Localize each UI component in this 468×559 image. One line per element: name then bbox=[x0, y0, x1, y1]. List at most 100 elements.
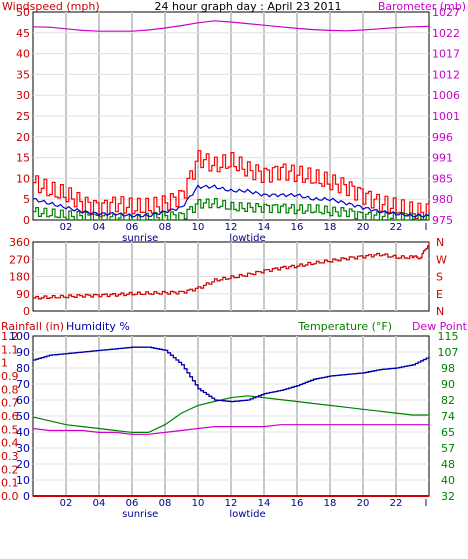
humidity-axis-label: Humidity % bbox=[66, 320, 130, 333]
wind-average-line bbox=[32, 184, 430, 219]
barometer-tick-label: 991 bbox=[432, 152, 453, 165]
temperature-axis-label: Temperature (°F) bbox=[297, 320, 392, 333]
hour-tick-label: 02 bbox=[60, 498, 73, 509]
temperature-tick-label: 32 bbox=[441, 490, 455, 503]
rainfall-tick-label: 0.8 bbox=[1, 383, 19, 396]
direction-degree-label: 180 bbox=[9, 271, 30, 284]
temperature-tick-label: 82 bbox=[441, 394, 455, 407]
barometer-tick-label: 975 bbox=[432, 214, 453, 227]
wind-direction-line bbox=[33, 242, 430, 300]
hour-tick-label: 16 bbox=[291, 498, 304, 509]
hour-tick-label: 18 bbox=[324, 498, 337, 509]
hour-tick-label: 20 bbox=[357, 498, 370, 509]
barometer-tick-label: 1001 bbox=[432, 110, 460, 123]
barometer-line bbox=[32, 20, 430, 32]
rainfall-tick-label: 0.9 bbox=[1, 370, 19, 383]
temperature-tick-label: 115 bbox=[438, 330, 459, 343]
windspeed-tick-label: 10 bbox=[16, 172, 30, 185]
barometer-tick-label: 985 bbox=[432, 172, 453, 185]
sunrise-annotation: sunrise bbox=[122, 509, 158, 520]
barometer-tick-label: 1027 bbox=[432, 6, 460, 19]
rainfall-tick-label: 0.6 bbox=[1, 410, 19, 423]
temperature-tick-label: 107 bbox=[438, 346, 459, 359]
humidity-tick-label: 80 bbox=[16, 362, 30, 375]
windspeed-tick-label: 50 bbox=[16, 6, 30, 19]
rainfall-tick-label: 0.7 bbox=[1, 397, 19, 410]
hour-tick-label: 14 bbox=[258, 498, 271, 509]
data-series bbox=[32, 20, 430, 497]
rainfall-tick-label: 0.2 bbox=[1, 463, 19, 476]
windspeed-tick-label: 40 bbox=[16, 48, 30, 61]
barometer-axis-label: Barometer (mb) bbox=[378, 0, 466, 13]
windspeed-axis-label: Windspeed (mph) bbox=[2, 0, 100, 13]
hour-tick-label: I bbox=[425, 222, 428, 233]
hour-tick-label: 10 bbox=[192, 222, 205, 233]
temperature-line bbox=[32, 395, 429, 433]
compass-point-label: E bbox=[436, 288, 443, 301]
rainfall-tick-label: 0.3 bbox=[1, 450, 19, 463]
dewpoint-axis-label: Dew Point bbox=[412, 320, 468, 333]
compass-point-label: S bbox=[436, 271, 443, 284]
windspeed-tick-label: 20 bbox=[16, 131, 30, 144]
humidity-tick-label: 30 bbox=[16, 442, 30, 455]
direction-degree-label: 0 bbox=[23, 305, 30, 318]
windspeed-tick-label: 25 bbox=[16, 110, 30, 123]
hour-tick-label: 04 bbox=[93, 222, 106, 233]
barometer-tick-label: 980 bbox=[432, 193, 453, 206]
windspeed-tick-label: 5 bbox=[23, 193, 30, 206]
humidity-tick-label: 70 bbox=[16, 378, 30, 391]
barometer-tick-label: 1006 bbox=[432, 89, 460, 102]
barometer-tick-label: 996 bbox=[432, 131, 453, 144]
direction-degree-label: 270 bbox=[9, 253, 30, 266]
rainfall-tick-label: 1.2 bbox=[1, 330, 19, 343]
hour-tick-label: 14 bbox=[258, 222, 271, 233]
humidity-tick-label: 10 bbox=[16, 474, 30, 487]
humidity-line bbox=[33, 346, 430, 403]
dewpoint-line bbox=[32, 424, 429, 435]
compass-point-label: N bbox=[436, 236, 444, 249]
hour-tick-label: 20 bbox=[357, 222, 370, 233]
temperature-tick-label: 57 bbox=[441, 442, 455, 455]
humidity-tick-label: 90 bbox=[16, 346, 30, 359]
humidity-tick-label: 0 bbox=[23, 490, 30, 503]
humidity-tick-label: 20 bbox=[16, 458, 30, 471]
lowtide-annotation: lowtide bbox=[229, 509, 265, 520]
chart-title: 24 hour graph day : April 23 2011 bbox=[155, 0, 342, 13]
hour-tick-label: 02 bbox=[60, 222, 73, 233]
hour-tick-label: 12 bbox=[225, 222, 238, 233]
barometer-tick-label: 1017 bbox=[432, 48, 460, 61]
hour-tick-label: 18 bbox=[324, 222, 337, 233]
windspeed-tick-label: 30 bbox=[16, 89, 30, 102]
rainfall-tick-label: 0.0 bbox=[1, 490, 19, 503]
hour-tick-label: 08 bbox=[159, 498, 172, 509]
humidity-tick-label: 50 bbox=[16, 410, 30, 423]
grid-lines bbox=[33, 12, 429, 496]
temperature-tick-label: 90 bbox=[441, 378, 455, 391]
hour-tick-label: 10 bbox=[192, 498, 205, 509]
temperature-tick-label: 65 bbox=[441, 426, 455, 439]
compass-point-label: N bbox=[436, 305, 444, 318]
direction-degree-label: 360 bbox=[9, 236, 30, 249]
rainfall-tick-label: 1 bbox=[1, 357, 8, 370]
hour-tick-label: 16 bbox=[291, 222, 304, 233]
rainfall-tick-label: 0.5 bbox=[1, 423, 19, 436]
rainfall-axis-label: Rainfall (in) bbox=[1, 320, 64, 333]
hour-tick-label: 22 bbox=[390, 498, 403, 509]
sunrise-annotation: sunrise bbox=[122, 233, 158, 244]
hour-tick-label: 04 bbox=[93, 498, 106, 509]
temperature-tick-label: 48 bbox=[441, 458, 455, 471]
temperature-tick-label: 40 bbox=[441, 474, 455, 487]
hour-tick-label: 06 bbox=[126, 498, 139, 509]
rainfall-tick-label: 1.1 bbox=[1, 343, 19, 356]
temperature-tick-label: 98 bbox=[441, 362, 455, 375]
hour-tick-label: I bbox=[425, 498, 428, 509]
direction-degree-label: 90 bbox=[16, 288, 30, 301]
hour-tick-label: 06 bbox=[126, 222, 139, 233]
barometer-tick-label: 1012 bbox=[432, 68, 460, 81]
hour-tick-label: 08 bbox=[159, 222, 172, 233]
compass-point-label: W bbox=[436, 253, 447, 266]
lowtide-annotation: lowtide bbox=[229, 233, 265, 244]
tick-labels: 0510152025303540455097598098599199610011… bbox=[1, 6, 460, 520]
